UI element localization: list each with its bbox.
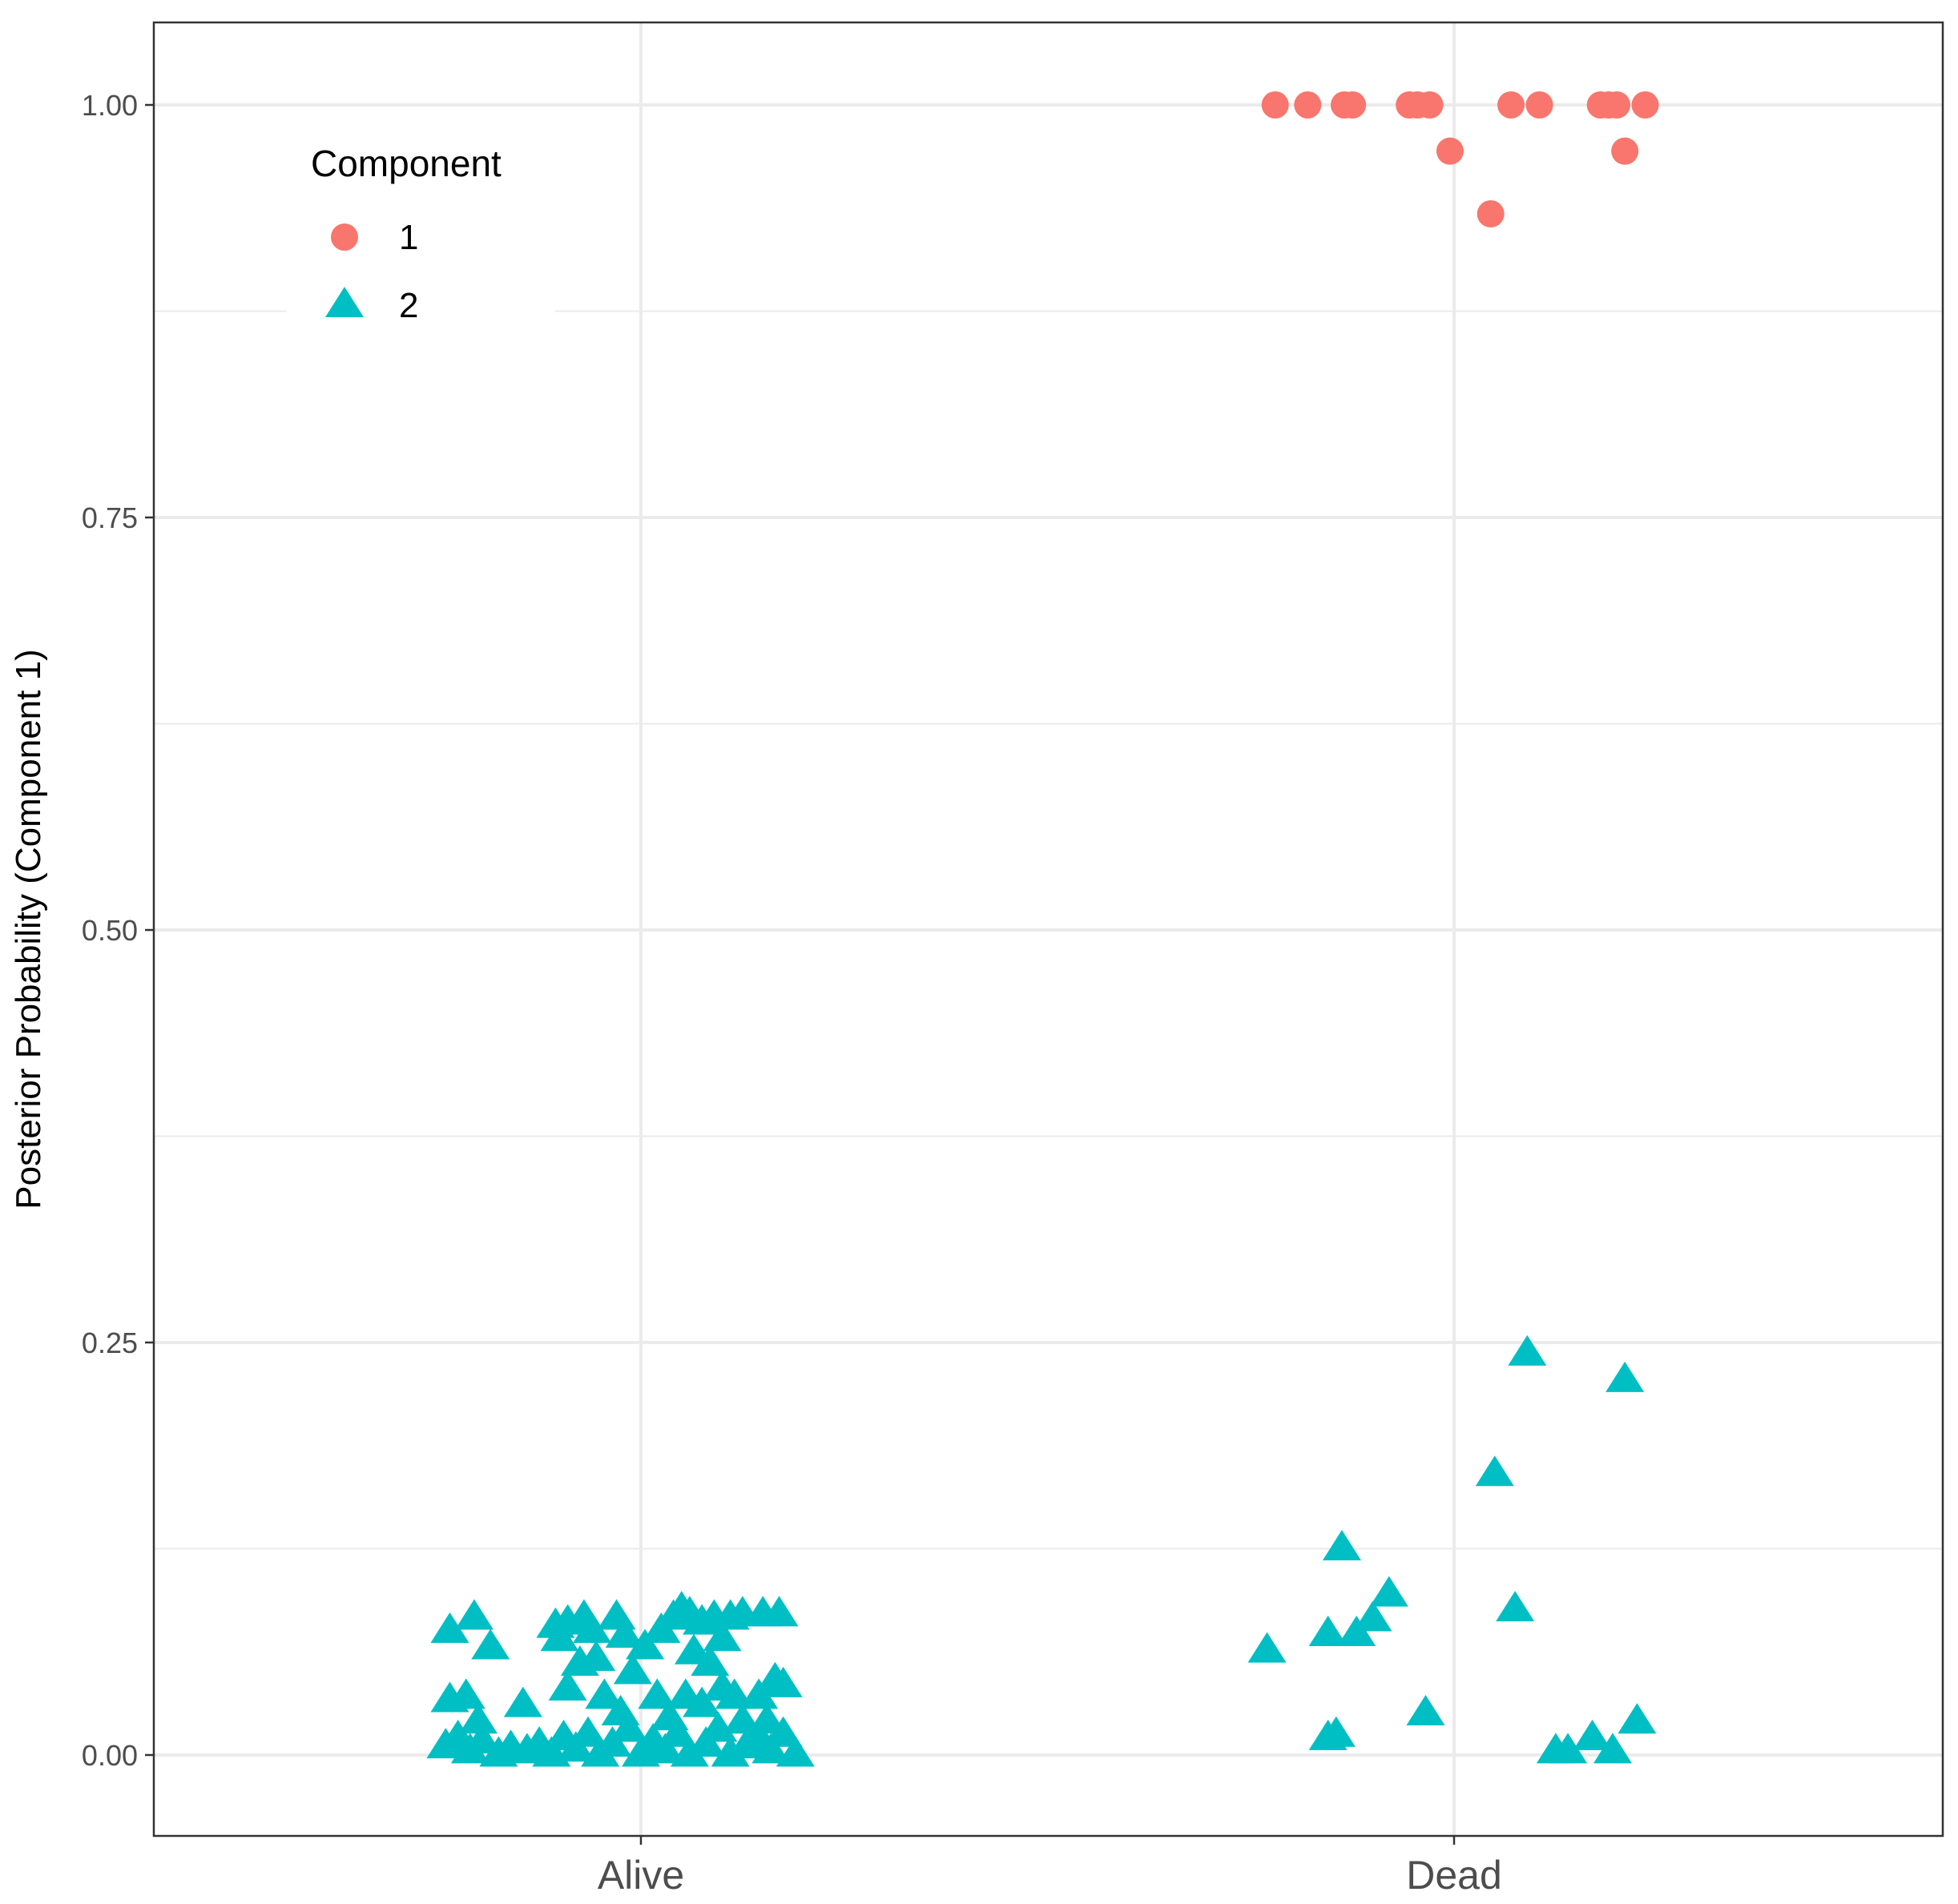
y-tick-label: 0.25 (82, 1326, 138, 1359)
point-component-2 (446, 1678, 485, 1709)
legend-title: Component (311, 143, 502, 184)
point-component-2 (703, 1620, 742, 1652)
point-component-2 (1618, 1703, 1657, 1734)
point-component-2 (1247, 1632, 1287, 1663)
y-tick-label: 0.00 (82, 1739, 138, 1772)
point-component-2 (763, 1666, 803, 1697)
point-component-2 (1322, 1529, 1361, 1560)
point-component-1 (1436, 137, 1464, 165)
point-component-2 (670, 1736, 709, 1767)
point-component-2 (658, 1716, 697, 1747)
point-component-2 (1605, 1361, 1645, 1392)
point-component-1 (1603, 91, 1630, 119)
legend-key-circle-icon (331, 223, 358, 251)
point-component-2 (1308, 1616, 1348, 1647)
point-component-2 (1475, 1455, 1514, 1487)
point-component-1 (1294, 91, 1322, 119)
point-component-2 (751, 1733, 791, 1764)
point-component-2 (613, 1653, 652, 1685)
y-tick-label: 0.50 (82, 914, 138, 947)
point-component-2 (569, 1716, 608, 1747)
point-component-2 (739, 1678, 779, 1709)
point-component-1 (1477, 199, 1505, 227)
point-component-2 (1573, 1719, 1612, 1750)
point-component-2 (1369, 1576, 1408, 1607)
legend-key-triangle-icon (325, 287, 364, 317)
point-component-2 (471, 1628, 510, 1660)
point-component-2 (683, 1686, 722, 1717)
point-component-2 (454, 1599, 494, 1630)
y-tick-label: 1.00 (82, 89, 138, 122)
x-tick-label: Dead (1406, 1853, 1502, 1898)
point-component-2 (1549, 1733, 1588, 1764)
point-component-2 (691, 1645, 730, 1677)
point-component-2 (763, 1716, 803, 1747)
point-component-1 (1416, 91, 1444, 119)
point-component-2 (723, 1703, 762, 1734)
point-component-2 (646, 1733, 685, 1764)
point-component-2 (638, 1678, 677, 1709)
point-component-2 (776, 1736, 815, 1767)
point-component-2 (1508, 1334, 1547, 1366)
point-component-1 (1339, 91, 1367, 119)
point-component-2 (650, 1700, 689, 1731)
point-component-2 (1496, 1591, 1535, 1622)
point-component-2 (711, 1736, 750, 1767)
x-tick-label: Alive (598, 1853, 684, 1898)
point-component-2 (503, 1686, 542, 1717)
point-component-1 (1261, 91, 1289, 119)
point-component-2 (699, 1711, 738, 1742)
point-component-2 (463, 1722, 502, 1753)
y-axis-title: Posterior Probability (Component 1) (9, 649, 48, 1209)
point-component-2 (430, 1612, 469, 1643)
point-component-2 (540, 1620, 579, 1652)
y-tick-label: 0.75 (82, 501, 138, 534)
point-component-2 (1316, 1716, 1356, 1747)
point-component-2 (585, 1678, 624, 1709)
data-points (426, 91, 1659, 1767)
legend-label-2: 2 (399, 286, 418, 325)
point-component-2 (609, 1711, 648, 1742)
point-component-1 (1525, 91, 1553, 119)
legend-label-1: 1 (399, 218, 418, 257)
point-component-2 (548, 1670, 587, 1701)
point-component-2 (459, 1703, 498, 1734)
axes: 0.00 0.25 0.50 0.75 1.00 Alive Dead (82, 89, 1502, 1898)
point-component-2 (1593, 1733, 1632, 1764)
point-component-2 (626, 1628, 665, 1660)
legend: Component 1 2 (287, 127, 555, 331)
point-component-2 (759, 1596, 799, 1627)
point-component-2 (577, 1640, 616, 1671)
point-component-2 (1406, 1694, 1445, 1725)
legend-background (287, 127, 555, 331)
point-component-1 (1611, 137, 1639, 165)
point-component-1 (1631, 91, 1659, 119)
point-component-1 (1497, 91, 1525, 119)
point-component-2 (1353, 1600, 1392, 1632)
point-component-2 (715, 1678, 754, 1709)
point-component-2 (605, 1617, 644, 1648)
point-component-2 (573, 1612, 612, 1643)
